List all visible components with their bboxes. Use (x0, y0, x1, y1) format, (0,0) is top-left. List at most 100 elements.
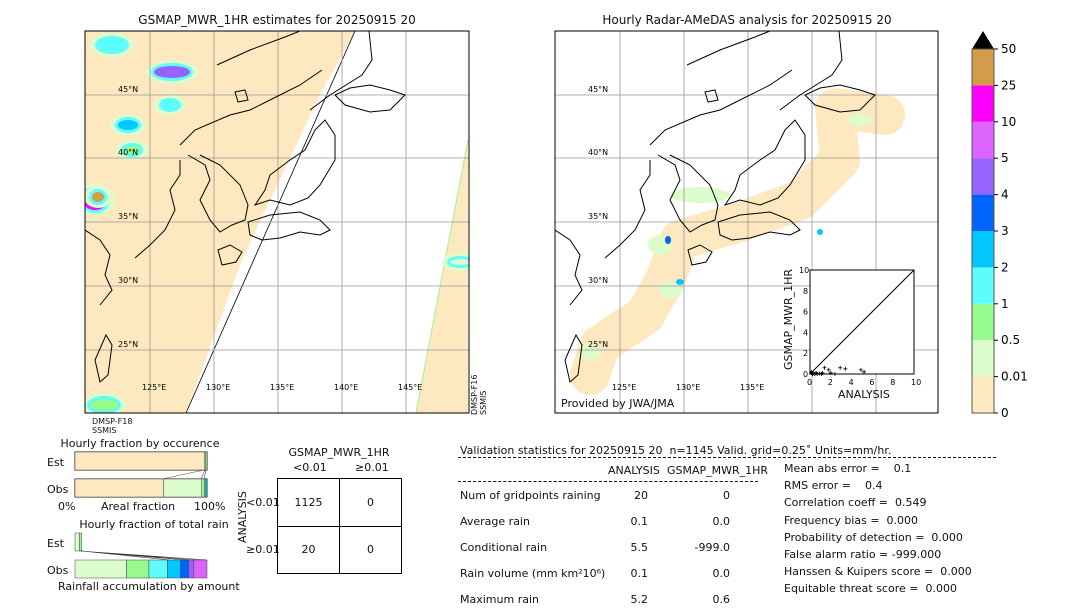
lat-tick-label: 35°N (118, 212, 138, 221)
scatter-point (838, 365, 843, 370)
scatter-point (826, 367, 831, 372)
scatter-xlabel: ANALYSIS (838, 388, 890, 401)
coastline (234, 89, 249, 103)
colorbar-extend-arrow (972, 31, 994, 49)
lat-tick-label: 45°N (118, 85, 138, 94)
x-tick-label: 10 (911, 378, 921, 387)
score: RMS error = 0.4 (784, 479, 883, 493)
cell: 1125 (294, 496, 323, 509)
rain-cell (670, 187, 730, 203)
coastline (216, 31, 301, 66)
x-tick-label: 0 (807, 378, 812, 387)
lat-tick-label: 30°N (118, 276, 138, 285)
occ-est-segment (74, 451, 205, 471)
colorbar-bin (972, 340, 994, 377)
colorbar-tick-label: 50 (1001, 42, 1016, 56)
coastline (687, 244, 713, 266)
score: False alarm ratio = -999.000 (784, 548, 942, 561)
rain-obs-segment (193, 559, 208, 579)
col-gsmap: GSMAP_MWR_1HR (667, 464, 769, 477)
stat-label: Num of gridpoints raining (460, 489, 601, 502)
scatter-inset: 0 2 4 6 8 10 0 2 4 6 8 10 (799, 266, 921, 387)
coastline (564, 333, 583, 383)
occ-obs-segment (163, 478, 202, 498)
rain-cells (85, 33, 469, 413)
colorbar-tick-label: 10 (1001, 115, 1016, 129)
stat-label: Average rain (460, 515, 530, 528)
rain-cell (580, 344, 600, 360)
stat-analysis: 5.5 (630, 541, 649, 554)
left-sat-label: DMSP-F18 SSMIS (92, 417, 133, 435)
rain-cell (124, 146, 140, 154)
col-header-lt: <0.01 (293, 461, 327, 474)
stat-gsmap: 0.0 (712, 515, 731, 528)
colorbar-tick-label: 3 (1001, 224, 1009, 238)
colorbar-bin (972, 376, 994, 413)
rain-cell (848, 114, 872, 126)
coastline (85, 229, 113, 306)
y-tick-label: 8 (803, 287, 808, 296)
stat-gsmap: -999.0 (694, 541, 730, 554)
connector-lines (161, 469, 207, 480)
colorbar-bin (972, 121, 994, 159)
left-map-title: GSMAP_MWR_1HR estimates for 20250915 20 (138, 13, 416, 27)
score: Frequency bias = 0.000 (784, 513, 919, 527)
rain-est-frame (75, 533, 207, 551)
rain-cell (676, 279, 684, 285)
scatter-point (822, 365, 827, 370)
colorbar-bin (972, 231, 994, 268)
rain-est-label: Est (47, 537, 64, 550)
cell: 20 (301, 543, 316, 556)
colorbar-bin (972, 303, 994, 341)
rain-cell (817, 229, 823, 235)
lat-tick-label: 35°N (588, 212, 608, 221)
colorbar: 0 0.01 0.5 1 2 3 4 5 10 25 50 (971, 31, 1028, 420)
col-header-ge: ≥0.01 (355, 461, 389, 474)
stat-analysis: 20 (634, 489, 648, 502)
x-tick-label: 2 (828, 378, 833, 387)
rain-obs-segment (126, 559, 150, 579)
scatter-point (809, 369, 814, 374)
scatter-point (843, 366, 848, 371)
rain-cell (98, 39, 126, 51)
lat-tick-label: 40°N (588, 148, 608, 157)
rain-obs-label: Obs (47, 564, 69, 577)
lon-tick-label: 135°E (740, 383, 764, 392)
colorbar-bin (972, 158, 994, 195)
y-tick-label: 0 (803, 370, 808, 379)
coastline (723, 119, 806, 206)
scatter-point (820, 370, 825, 375)
colorbar-tick-label: 2 (1001, 260, 1009, 274)
occ-obs-label: Obs (47, 483, 69, 496)
occ-est-segment (205, 451, 208, 471)
lat-tick-label: 40°N (118, 148, 138, 157)
coastline (649, 69, 793, 146)
rain-cell (154, 66, 190, 78)
stat-label: Maximum rain (460, 593, 539, 606)
stat-analysis: 5.2 (630, 593, 649, 606)
coastline (686, 31, 771, 66)
scatter-point (810, 372, 815, 376)
coastline (779, 31, 843, 111)
coastline (657, 154, 719, 233)
score: Probability of detection = 0.000 (784, 530, 963, 544)
coastline (309, 31, 373, 111)
occ-tick-0: 0% (58, 500, 76, 513)
rain-obs-segment (180, 559, 189, 579)
coastline (134, 160, 181, 259)
colorbar-bin (972, 267, 994, 304)
colorbar-tick-label: 4 (1001, 188, 1009, 202)
scatter-point (817, 371, 822, 376)
y-tick-label: 6 (803, 308, 808, 317)
occ-xlabel: Areal fraction (101, 500, 176, 513)
y-tick-label: 4 (803, 328, 808, 337)
rain-xlabel: Rainfall accumulation by amount (58, 580, 240, 593)
scatter-point (858, 367, 863, 372)
colorbar-bin (972, 194, 994, 231)
occ-est-label: Est (47, 456, 64, 469)
colorbar-tick-label: 0.01 (1001, 370, 1028, 384)
rain-est-segment (79, 532, 82, 552)
coastline (217, 244, 243, 266)
scatter-point (832, 372, 837, 376)
scatter-ylabel: GSMAP_MWR_1HR (782, 268, 795, 370)
